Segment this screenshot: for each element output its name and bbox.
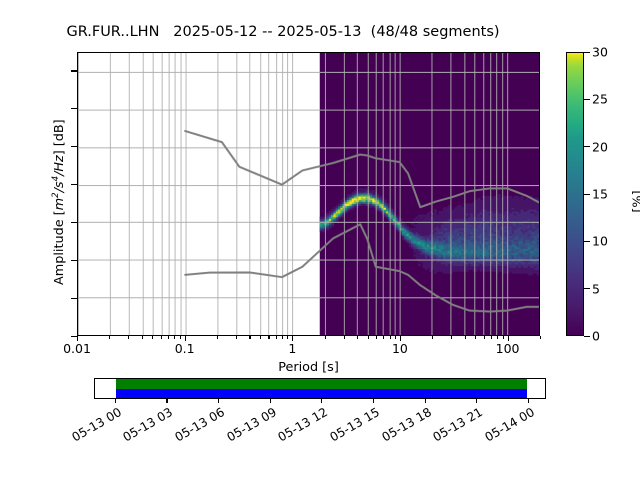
colorbar-tick-label: 20 [592,139,608,155]
x-minor-tick-mark [287,336,289,339]
coverage-tick-mark [269,399,271,403]
x-minor-tick-mark [324,336,326,339]
x-minor-tick-mark [268,336,270,339]
x-minor-tick-mark [249,336,251,339]
coverage-tick-label: 05-13 15 [327,405,382,445]
x-minor-tick-mark [451,336,453,339]
y-axis-label: Amplitude [m2/s4/Hz] [dB] [50,119,68,285]
coverage-tick-mark [372,399,375,403]
y-tick-mark [71,221,77,223]
x-tick-label: 1 [288,341,297,356]
x-tick-label: 0.01 [63,341,91,356]
x-tick-label: 10 [391,341,408,356]
coverage-tick-label: 05-14 00 [482,405,537,445]
coverage-tick-mark [476,399,478,403]
coverage-tick-label: 05-13 00 [69,405,124,445]
coverage-tick-label: 05-13 03 [120,405,176,445]
x-minor-tick-mark [174,336,176,339]
coverage-tick-label: 05-13 12 [275,405,331,445]
x-axis-label: Period [s] [278,360,339,375]
y-tick-mark [71,259,77,261]
x-minor-tick-mark [343,336,345,339]
x-tick-label: 0.1 [174,341,195,356]
y-tick-mark [71,184,77,186]
colorbar-tick-label: 5 [592,281,600,297]
coverage-tick-mark [527,399,529,403]
x-minor-tick-mark [483,336,485,339]
x-minor-tick-mark [357,336,359,339]
x-minor-tick-mark [217,336,219,339]
coverage-tick-label: 05-13 21 [430,405,486,445]
coverage-tick-mark [424,399,426,403]
colorbar [566,52,584,336]
x-minor-tick-mark [152,336,154,339]
x-minor-tick-mark [367,336,369,339]
x-minor-tick-mark [399,336,402,341]
coverage-blue-band [115,388,527,398]
coverage-tick-mark [166,399,168,403]
x-minor-tick-mark [376,336,378,339]
coverage-tick-mark [114,399,116,403]
ppsd-plot-area [77,52,540,336]
colorbar-tick-mark [584,240,590,242]
coverage-tick-label: 05-13 18 [379,405,434,445]
y-tick-mark [71,108,77,110]
x-minor-tick-mark [167,336,170,339]
colorbar-tick-mark [584,146,590,148]
x-minor-tick-mark [160,336,162,339]
x-minor-tick-mark [275,336,277,339]
colorbar-tick-label: 10 [592,233,608,249]
x-minor-tick-mark [236,336,238,339]
x-minor-tick-mark [179,336,181,339]
colorbar-tick-mark [584,335,590,337]
coverage-tick-label: 05-13 09 [224,405,279,445]
plot-title: GR.FUR..LHN 2025-05-12 -- 2025-05-13 (48… [66,24,500,40]
y-tick-mark [71,297,77,299]
x-minor-tick-mark [109,336,111,339]
colorbar-tick-label: 15 [592,186,608,202]
y-tick-mark [71,70,77,72]
x-minor-tick-mark [292,336,294,341]
colorbar-tick-mark [584,193,590,195]
x-minor-tick-mark [281,336,283,339]
x-minor-tick-mark [497,336,499,339]
coverage-green-band [115,379,527,389]
coverage-tick-mark [218,399,220,403]
y-tick-mark [71,146,77,148]
coverage-tick-label: 05-13 06 [172,405,228,445]
x-minor-tick-mark [259,336,261,339]
x-minor-tick-mark [507,336,509,341]
ppsd-histogram-canvas [78,53,539,335]
colorbar-tick-label: 0 [592,328,600,344]
x-minor-tick-mark [128,336,130,339]
x-tick-label: 100 [495,341,520,356]
colorbar-tick-mark [584,288,590,290]
coverage-tick-mark [321,399,323,403]
x-minor-tick-mark [184,336,186,341]
x-minor-tick-mark [475,336,477,339]
time-coverage-bar [94,378,546,399]
colorbar-tick-mark [584,98,590,100]
x-minor-tick-mark [490,336,492,339]
x-minor-tick-mark [540,336,542,339]
colorbar-tick-label: 30 [592,44,608,60]
x-minor-tick-mark [389,336,391,339]
y-tick-mark [71,335,77,337]
x-minor-tick-mark [383,336,385,339]
x-minor-tick-mark [77,336,79,341]
colorbar-tick-mark [584,51,590,53]
x-minor-tick-mark [502,336,504,339]
x-minor-tick-mark [432,336,434,339]
x-minor-tick-mark [141,336,143,339]
colorbar-tick-label: 25 [592,91,608,107]
x-minor-tick-mark [395,336,397,339]
colorbar-label: [%] [630,190,640,213]
x-minor-tick-mark [464,336,466,339]
